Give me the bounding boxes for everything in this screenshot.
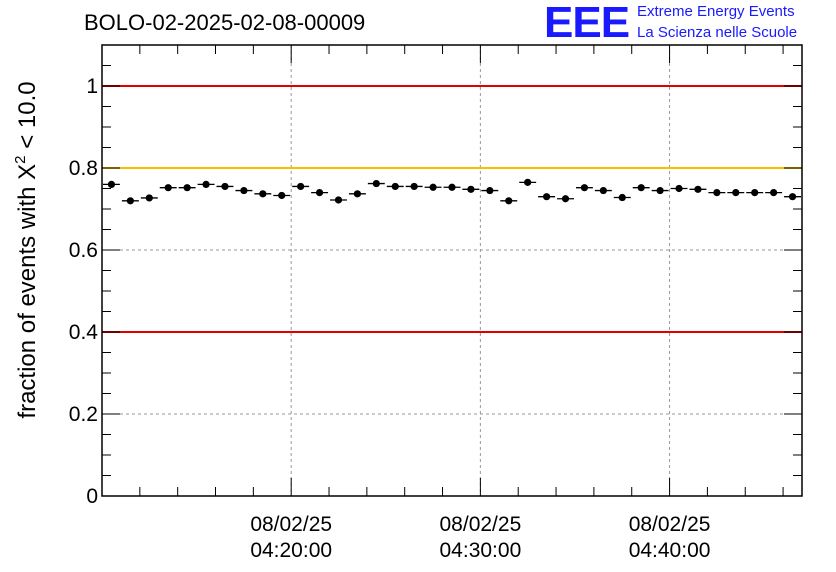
point-marker — [202, 180, 210, 188]
data-point — [121, 197, 139, 205]
point-marker — [713, 189, 721, 197]
data-point — [443, 183, 461, 191]
axis-labels: 0 0.2 0.4 0.6 0.8 1 08/02/25 04:20:00 08/02/25 04… — [69, 75, 711, 562]
data-point — [746, 189, 764, 197]
data-point — [292, 182, 310, 191]
point-marker — [788, 193, 797, 201]
data-point — [216, 182, 234, 191]
point-marker — [240, 186, 248, 195]
point-marker — [505, 197, 513, 205]
y-tick-label: 0.4 — [69, 321, 99, 344]
y-tick-label: 0.2 — [69, 403, 98, 426]
point-marker — [467, 185, 475, 193]
point-marker — [599, 186, 607, 195]
point-marker — [580, 184, 589, 192]
point-marker — [751, 189, 759, 197]
point-marker — [259, 190, 267, 198]
y-tick-label: 1 — [86, 75, 98, 98]
point-marker — [183, 184, 191, 192]
x-tick-label-time: 04:20:00 — [250, 539, 332, 562]
point-marker — [315, 189, 324, 197]
x-tick-label-date: 08/02/25 — [440, 513, 522, 536]
point-marker — [656, 186, 664, 195]
point-marker — [732, 189, 740, 197]
data-point — [159, 184, 177, 192]
data-point — [386, 182, 404, 191]
point-marker — [126, 197, 134, 205]
x-tick-label-date: 08/02/25 — [250, 513, 332, 536]
point-marker — [145, 194, 153, 202]
y-axis-label: fraction of events with X2 < 10.0 — [12, 81, 41, 418]
data-point — [405, 182, 423, 191]
data-point — [651, 186, 669, 195]
data-point — [632, 184, 650, 192]
axis-ticks — [101, 44, 802, 497]
point-marker — [334, 196, 343, 204]
plot-frame — [101, 44, 803, 497]
point-marker — [297, 182, 305, 191]
data-point — [235, 186, 253, 195]
point-marker — [486, 186, 494, 195]
point-marker — [391, 182, 399, 191]
data-point — [708, 189, 726, 197]
point-marker — [410, 182, 418, 191]
data-points — [103, 178, 801, 205]
data-point — [613, 193, 631, 202]
data-point — [670, 184, 688, 193]
data-point — [519, 178, 537, 186]
y-tick-label: 0 — [86, 485, 98, 508]
data-point — [765, 189, 783, 197]
point-marker — [107, 180, 116, 188]
point-marker — [524, 178, 532, 186]
eee-logo: EEE — [544, 0, 630, 47]
point-marker — [221, 182, 229, 191]
data-point — [330, 196, 347, 204]
point-marker — [429, 183, 437, 191]
data-point — [367, 179, 385, 188]
point-marker — [694, 185, 702, 193]
point-marker — [618, 193, 626, 202]
data-point — [140, 194, 158, 202]
data-point — [103, 180, 120, 188]
logo-subtitle-2: La Scienza nelle Scuole — [637, 24, 798, 41]
point-marker — [164, 184, 172, 192]
point-marker — [675, 184, 683, 193]
logo-subtitle-1: Extreme Energy Events — [637, 3, 795, 20]
data-point — [784, 193, 801, 201]
data-point — [311, 189, 329, 197]
data-point — [254, 190, 272, 198]
data-point — [557, 195, 574, 203]
point-marker — [372, 179, 380, 188]
point-marker — [770, 189, 778, 197]
y-tick-label: 0.6 — [69, 239, 98, 262]
data-point — [178, 184, 196, 192]
data-point — [594, 186, 612, 195]
x-tick-label-date: 08/02/25 — [629, 513, 711, 536]
point-marker — [561, 195, 570, 203]
reference-lines — [102, 85, 802, 333]
data-point — [273, 191, 291, 200]
data-point — [348, 190, 366, 198]
plot-border — [101, 44, 803, 497]
x-tick-label-time: 04:40:00 — [629, 539, 711, 562]
point-marker — [637, 184, 645, 192]
data-point — [689, 185, 707, 193]
point-marker — [278, 191, 286, 200]
point-marker — [448, 183, 456, 191]
x-tick-label-time: 04:30:00 — [440, 539, 522, 562]
point-marker — [353, 190, 362, 198]
data-point — [481, 186, 499, 195]
data-point — [197, 180, 215, 188]
y-tick-label: 0.8 — [69, 157, 98, 180]
data-point — [727, 189, 745, 197]
data-point — [500, 197, 518, 205]
data-point — [462, 185, 480, 193]
chart-title: BOLO-02-2025-02-08-00009 — [84, 10, 366, 35]
grid-layer — [102, 45, 802, 496]
data-point — [424, 183, 442, 191]
point-marker — [542, 193, 551, 201]
data-point — [538, 193, 556, 201]
data-point — [575, 184, 593, 192]
